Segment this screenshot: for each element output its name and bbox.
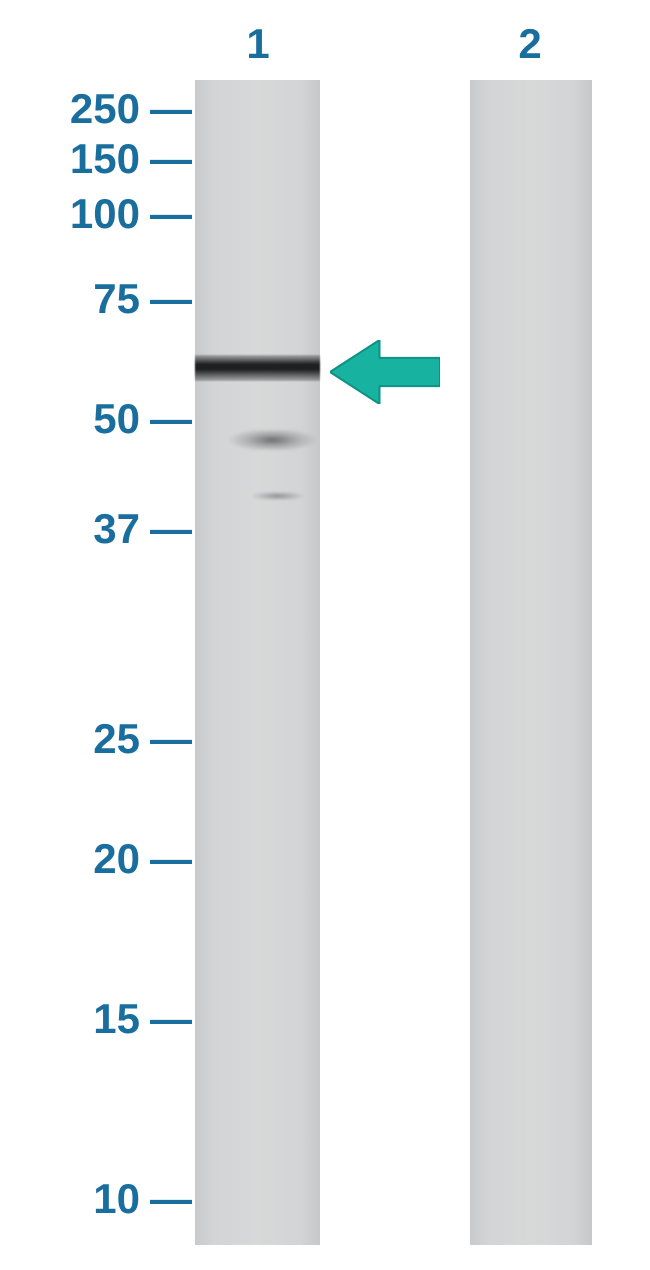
lane-header-1: 1 (228, 20, 288, 68)
marker-label-25: 25 (0, 715, 140, 763)
western-blot-figure: 1 2 250—150—100—75—50—37—25—20—15—10— (0, 0, 650, 1270)
marker-tick-37: — (150, 505, 192, 553)
marker-label-50: 50 (0, 395, 140, 443)
marker-label-150: 150 (0, 135, 140, 183)
lane-1 (195, 80, 320, 1245)
marker-label-100: 100 (0, 190, 140, 238)
protein-band (195, 492, 320, 500)
marker-tick-50: — (150, 395, 192, 443)
lane-2 (470, 80, 592, 1245)
marker-label-15: 15 (0, 995, 140, 1043)
protein-band (195, 430, 320, 450)
band-pointer-arrow (330, 340, 440, 404)
lane-header-2: 2 (500, 20, 560, 68)
marker-tick-15: — (150, 995, 192, 1043)
marker-label-20: 20 (0, 835, 140, 883)
marker-label-75: 75 (0, 275, 140, 323)
marker-tick-150: — (150, 135, 192, 183)
marker-label-10: 10 (0, 1175, 140, 1223)
marker-tick-25: — (150, 715, 192, 763)
marker-tick-10: — (150, 1175, 192, 1223)
marker-tick-250: — (150, 85, 192, 133)
marker-label-37: 37 (0, 505, 140, 553)
marker-tick-20: — (150, 835, 192, 883)
marker-label-250: 250 (0, 85, 140, 133)
protein-band (195, 355, 320, 381)
marker-tick-75: — (150, 275, 192, 323)
marker-tick-100: — (150, 190, 192, 238)
